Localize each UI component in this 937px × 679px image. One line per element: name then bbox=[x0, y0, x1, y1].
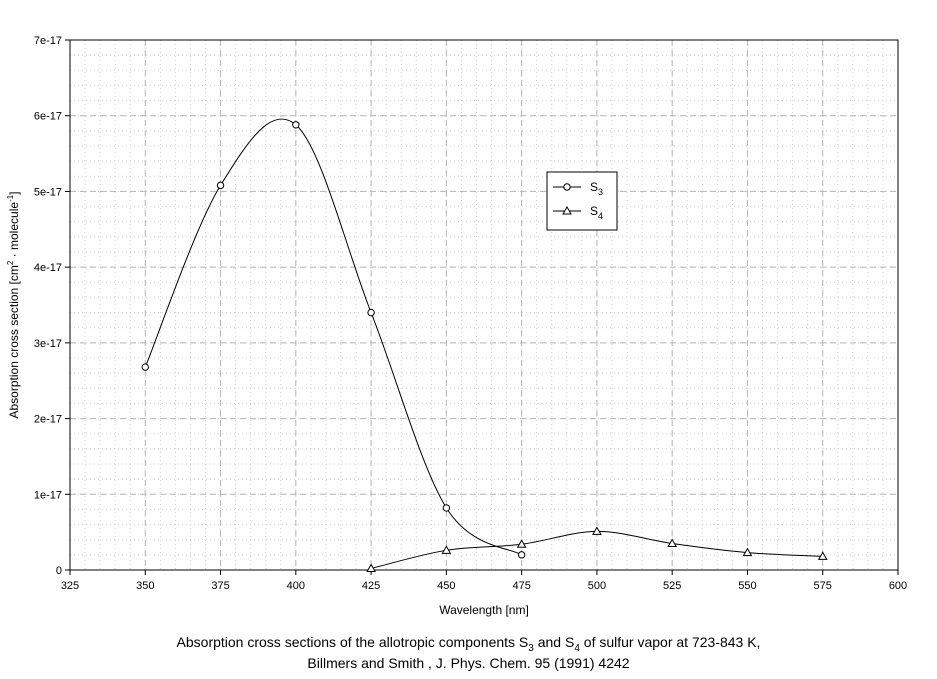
data-point-s4 bbox=[366, 563, 376, 572]
y-tick-label: 2e-17 bbox=[34, 414, 62, 426]
data-point-s4 bbox=[742, 547, 753, 557]
y-tick-label: 1e-17 bbox=[34, 489, 62, 501]
legend-label-base: S bbox=[590, 204, 598, 218]
caption-sub-3: 3 bbox=[528, 642, 534, 654]
grid bbox=[69, 39, 899, 571]
data-point-s3 bbox=[292, 121, 300, 129]
x-tick-label: 525 bbox=[663, 580, 681, 592]
x-tick-label: 500 bbox=[588, 580, 606, 592]
series-line-s3 bbox=[144, 118, 522, 556]
legend-label-s3: S3 bbox=[590, 180, 603, 197]
y-tick-label: 3e-17 bbox=[34, 338, 62, 350]
caption-text-b: and S bbox=[533, 634, 575, 650]
data-point-s3 bbox=[367, 308, 375, 317]
y-axis-label-part: -1 bbox=[6, 194, 15, 202]
x-tick-label: 325 bbox=[61, 580, 79, 592]
legend-label-sub: 4 bbox=[598, 211, 603, 221]
data-point-s3 bbox=[141, 363, 149, 371]
x-tick-label: 350 bbox=[136, 580, 154, 592]
x-tick-label: 550 bbox=[738, 580, 756, 592]
x-tick-label: 475 bbox=[512, 580, 530, 592]
y-axis-label-part: Absorption cross section [cm bbox=[7, 265, 21, 418]
legend-label-s4: S4 bbox=[590, 204, 603, 221]
y-tick-label: 6e-17 bbox=[34, 111, 62, 123]
series-s3 bbox=[141, 118, 526, 559]
legend-box bbox=[546, 171, 618, 231]
legend-label-sub: 3 bbox=[598, 187, 603, 197]
legend-label-base: S bbox=[590, 180, 598, 194]
x-tick-label: 450 bbox=[437, 580, 455, 592]
y-axis-label-part: · molecule bbox=[7, 202, 21, 261]
data-point-s4 bbox=[516, 539, 527, 548]
absorption-chart: 325 350 375 400 425 450 475 500 525 550 575 600 0 1e-… bbox=[6, 35, 907, 617]
x-tick-label: 575 bbox=[814, 580, 832, 592]
data-point-s3 bbox=[216, 181, 225, 190]
caption-line-1: Absorption cross sections of the allotro… bbox=[0, 634, 937, 654]
caption-text-c: of sulfur vapor at 723-843 K, bbox=[579, 634, 761, 650]
y-tick-label: 4e-17 bbox=[34, 262, 62, 274]
legend-marker-s3 bbox=[563, 183, 571, 191]
y-tick-label: 5e-17 bbox=[34, 186, 62, 198]
caption-line-2: Billmers and Smith , J. Phys. Chem. 95 (… bbox=[307, 655, 630, 671]
data-point-s4 bbox=[441, 545, 452, 554]
data-point-s4 bbox=[817, 551, 828, 560]
x-tick-label: 375 bbox=[211, 580, 229, 592]
y-axis-label-part: 2 bbox=[6, 260, 15, 265]
y-tick-label: 0 bbox=[56, 565, 62, 577]
series-layer bbox=[141, 118, 828, 572]
series-s4 bbox=[366, 526, 828, 572]
x-tick-label: 425 bbox=[362, 580, 380, 592]
data-point-s3 bbox=[442, 504, 451, 512]
caption-text-a: Absorption cross sections of the allotro… bbox=[176, 634, 529, 650]
y-axis-label-part: ] bbox=[7, 191, 21, 194]
caption-sub-4: 4 bbox=[574, 642, 580, 654]
y-tick-label: 7e-17 bbox=[34, 35, 62, 47]
axes: 325 350 375 400 425 450 475 500 525 550 575 600 0 1e-… bbox=[6, 35, 907, 617]
x-tick-label: 600 bbox=[889, 580, 907, 592]
data-point-s4 bbox=[592, 526, 602, 535]
data-point-s3 bbox=[517, 551, 526, 559]
x-tick-label: 400 bbox=[287, 580, 305, 592]
y-axis-label: Absorption cross section [cm2 · molecule… bbox=[6, 191, 21, 418]
plot-frame bbox=[69, 39, 899, 571]
x-axis-label: Wavelength [nm] bbox=[439, 603, 529, 617]
legend-marker-s4 bbox=[562, 205, 572, 215]
data-point-s4 bbox=[667, 538, 678, 547]
